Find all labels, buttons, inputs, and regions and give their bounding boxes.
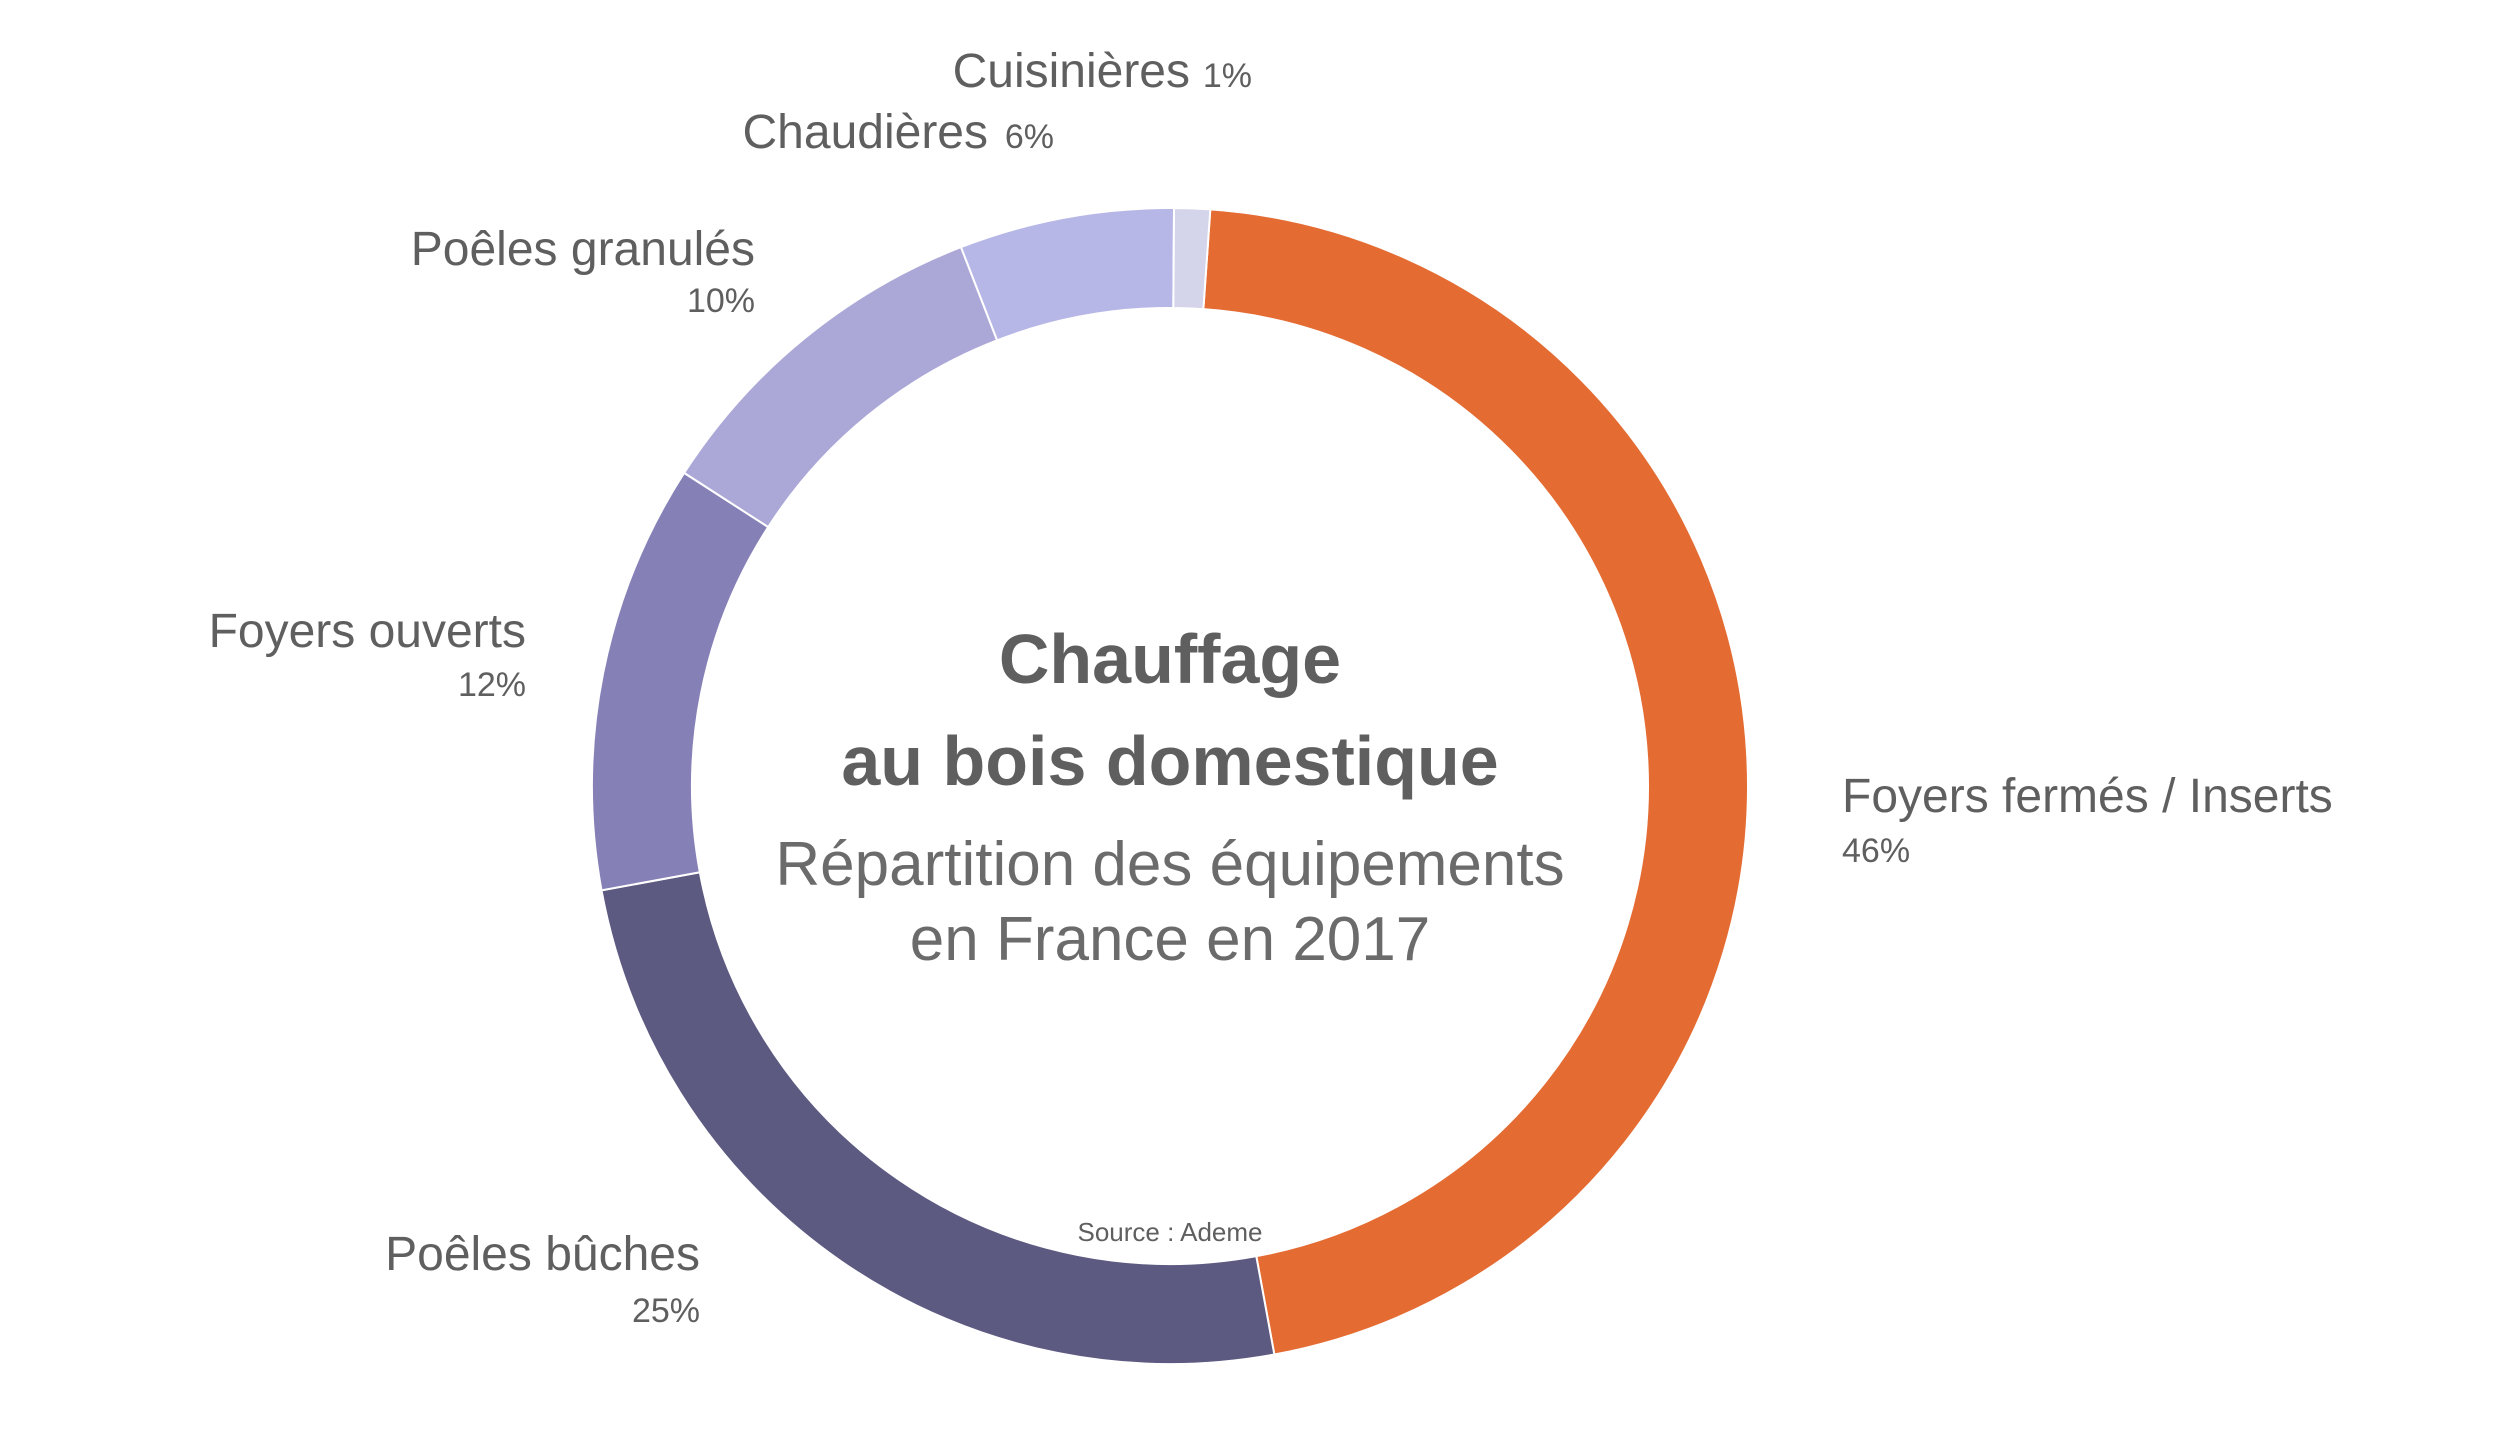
chart-subtitle-line-1: Répartition des équipements [775,830,1564,899]
chart-title-line-1: Chauffage [999,620,1341,698]
slice-percent-5: 6% [1005,118,1054,156]
donut-slice-6 [1172,207,1212,311]
chart-source: Source : Ademe [1078,1217,1263,1247]
donut-slices [591,207,1749,1365]
slice-label-5: Chaudières [743,106,988,159]
chart-subtitle-line-2: en France en 2017 [910,905,1431,974]
slice-label-3: Foyers ouverts [209,605,526,658]
slice-percent-4: 10% [687,282,755,320]
donut-slice-1 [1202,208,1749,1356]
slice-labels: Foyers fermés / Inserts 46% Poêles bûches 2… [209,45,2333,1330]
slice-percent-3: 12% [458,666,526,704]
slice-label-1: Foyers fermés / Inserts [1842,770,2333,823]
slice-label-6: Cuisinières [953,45,1190,98]
donut-slice-5 [959,207,1176,342]
donut-slice-3 [591,471,770,892]
slice-percent-2: 25% [632,1292,700,1330]
chart-title-line-2: au bois domestique [841,722,1498,800]
slice-percent-6: 1% [1203,57,1252,95]
slice-percent-1: 46% [1842,832,1910,870]
slice-label-4: Poêles granulés [411,223,755,276]
slice-label-2: Poêles bûches [385,1228,700,1281]
